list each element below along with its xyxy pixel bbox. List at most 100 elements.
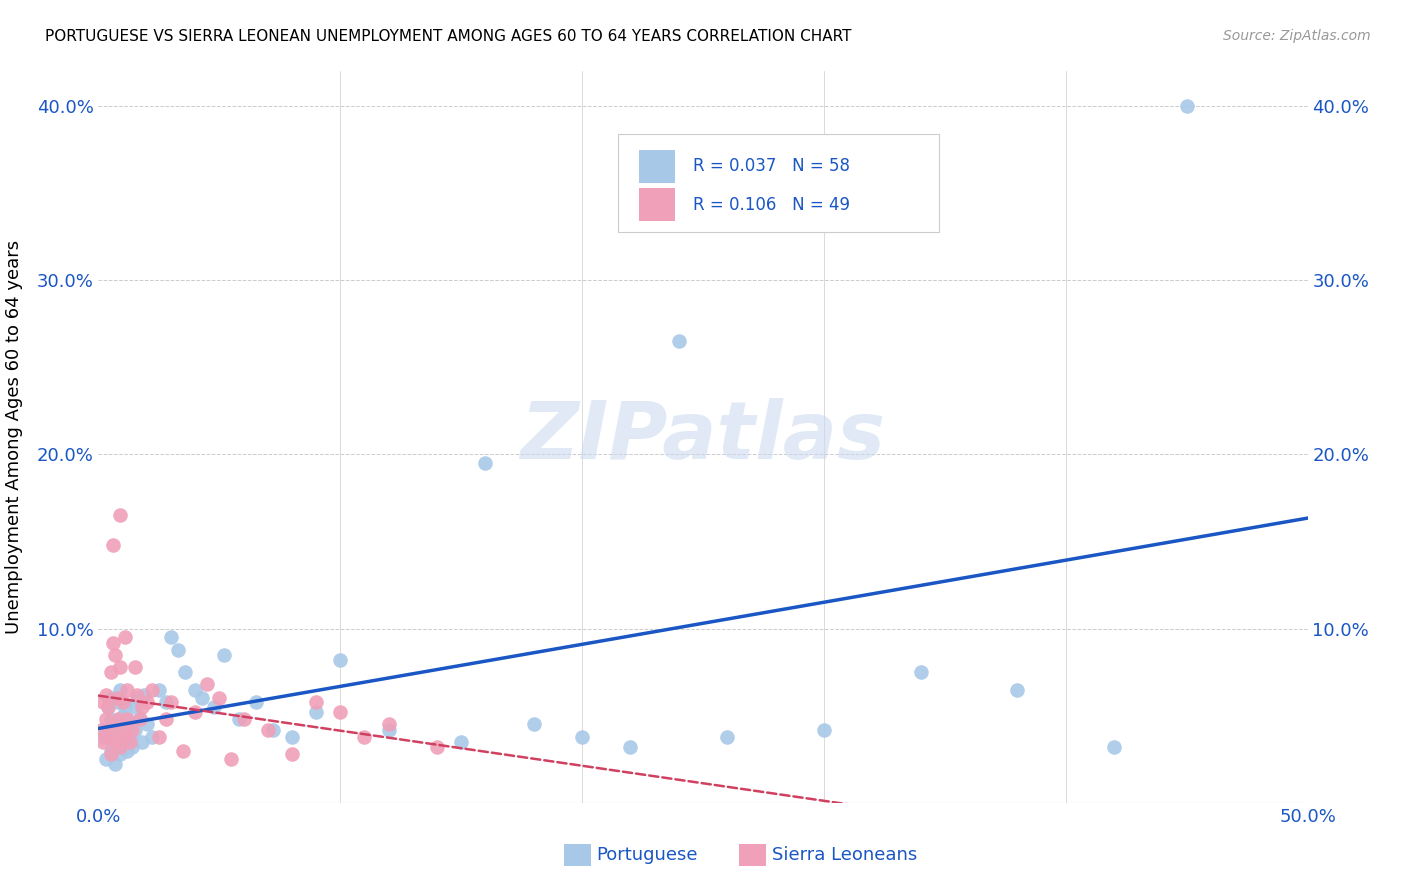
Point xyxy=(124,660,146,674)
Text: Sierra Leoneans: Sierra Leoneans xyxy=(772,847,917,864)
Point xyxy=(114,726,136,740)
Point xyxy=(377,723,399,737)
Point xyxy=(474,456,496,470)
Point xyxy=(91,695,114,709)
Text: R = 0.037   N = 58: R = 0.037 N = 58 xyxy=(693,157,851,175)
Point xyxy=(124,700,146,714)
Point xyxy=(131,735,153,749)
Point xyxy=(97,723,120,737)
Point xyxy=(124,723,146,737)
Point xyxy=(90,723,112,737)
Point xyxy=(305,695,328,709)
Point xyxy=(221,752,243,766)
Point xyxy=(121,723,143,737)
Point xyxy=(94,752,117,766)
Point xyxy=(813,723,835,737)
Point xyxy=(716,730,738,744)
Point xyxy=(228,712,250,726)
Point xyxy=(377,717,399,731)
Point xyxy=(212,648,235,662)
Text: PORTUGUESE VS SIERRA LEONEAN UNEMPLOYMENT AMONG AGES 60 TO 64 YEARS CORRELATION : PORTUGUESE VS SIERRA LEONEAN UNEMPLOYMEN… xyxy=(45,29,852,44)
Point xyxy=(127,691,149,706)
Point xyxy=(104,735,127,749)
Point xyxy=(910,665,932,680)
FancyBboxPatch shape xyxy=(638,188,675,221)
Point xyxy=(104,717,127,731)
Point xyxy=(155,695,177,709)
Text: Portuguese: Portuguese xyxy=(596,847,699,864)
Point xyxy=(104,757,127,772)
Point xyxy=(134,688,156,702)
Point xyxy=(262,723,284,737)
Point xyxy=(107,712,129,726)
Point xyxy=(305,705,328,719)
Point xyxy=(1175,99,1198,113)
Point xyxy=(108,660,131,674)
Point xyxy=(184,682,207,697)
Point xyxy=(100,712,122,726)
Point xyxy=(619,740,641,755)
Point xyxy=(117,743,139,757)
Point xyxy=(281,747,304,761)
Point xyxy=(97,730,120,744)
Point xyxy=(101,723,124,737)
Point xyxy=(117,712,139,726)
Y-axis label: Unemployment Among Ages 60 to 64 years: Unemployment Among Ages 60 to 64 years xyxy=(4,240,22,634)
Point xyxy=(1007,682,1029,697)
Point xyxy=(281,730,304,744)
Point xyxy=(117,682,139,697)
Point xyxy=(128,712,150,726)
Point xyxy=(118,735,141,749)
Point xyxy=(131,700,153,714)
Point xyxy=(135,695,157,709)
Point xyxy=(94,688,117,702)
Point xyxy=(208,691,231,706)
Point xyxy=(172,743,194,757)
Point xyxy=(100,743,122,757)
Point xyxy=(184,705,207,719)
Point xyxy=(101,735,124,749)
FancyBboxPatch shape xyxy=(564,845,591,866)
Point xyxy=(204,700,226,714)
Point xyxy=(97,700,120,714)
Point xyxy=(160,695,183,709)
Point xyxy=(148,682,170,697)
Point xyxy=(148,730,170,744)
Point xyxy=(195,677,218,691)
Point xyxy=(128,712,150,726)
Point xyxy=(108,682,131,697)
Point xyxy=(141,730,163,744)
Point xyxy=(107,695,129,709)
Point xyxy=(111,735,134,749)
Point xyxy=(523,717,546,731)
Point xyxy=(571,730,593,744)
Point xyxy=(114,730,136,744)
Point xyxy=(668,334,690,349)
Point xyxy=(245,695,267,709)
Point xyxy=(155,712,177,726)
Point xyxy=(104,648,127,662)
Text: ZIPatlas: ZIPatlas xyxy=(520,398,886,476)
Point xyxy=(107,730,129,744)
Point xyxy=(114,700,136,714)
Point xyxy=(329,705,352,719)
Point xyxy=(232,712,254,726)
Point xyxy=(111,723,134,737)
Point xyxy=(107,691,129,706)
Point xyxy=(101,635,124,649)
FancyBboxPatch shape xyxy=(619,134,939,232)
Point xyxy=(108,740,131,755)
Point xyxy=(1102,740,1125,755)
Point xyxy=(160,631,183,645)
Point xyxy=(101,691,124,706)
Point xyxy=(353,730,375,744)
Point xyxy=(91,735,114,749)
Point xyxy=(100,747,122,761)
Point xyxy=(108,508,131,523)
Point xyxy=(141,682,163,697)
Point xyxy=(329,653,352,667)
Text: R = 0.106   N = 49: R = 0.106 N = 49 xyxy=(693,196,851,214)
Point xyxy=(100,665,122,680)
Point xyxy=(91,730,114,744)
Point xyxy=(117,712,139,726)
